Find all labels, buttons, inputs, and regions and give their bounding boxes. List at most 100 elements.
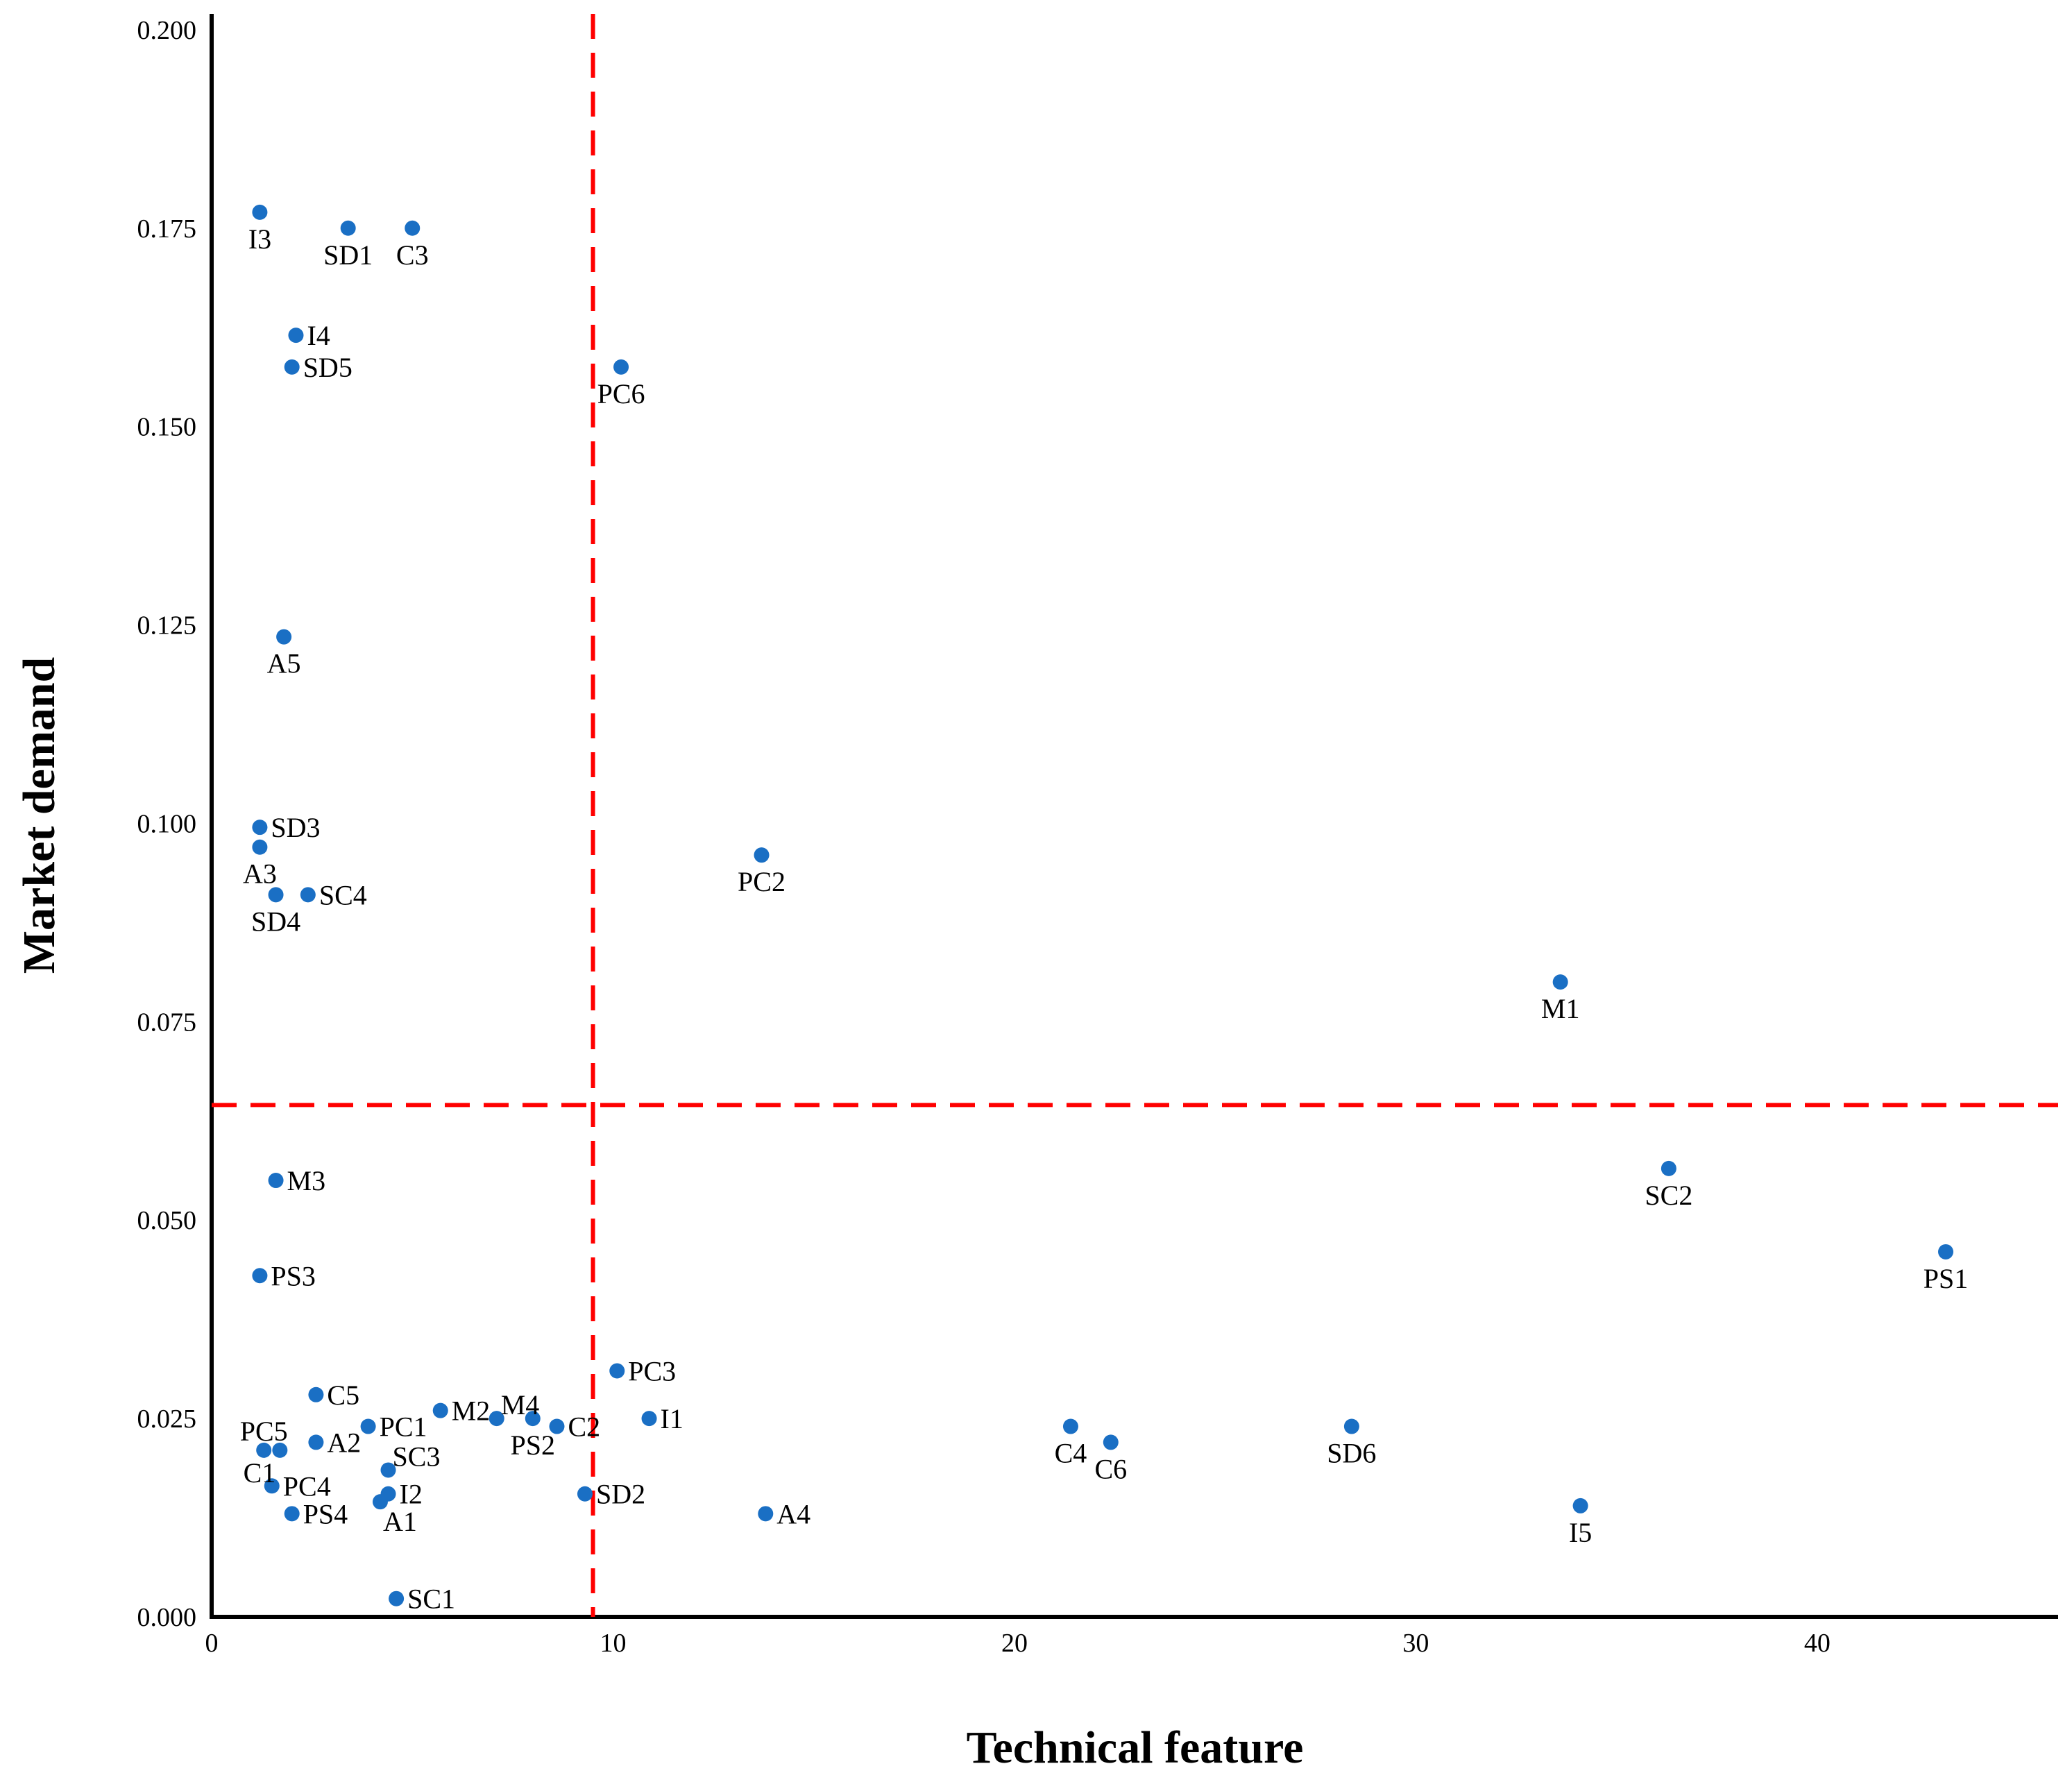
x-tick-label: 30 (1402, 1629, 1429, 1658)
y-tick-label: 0.075 (137, 1008, 197, 1037)
point-sd5 (284, 359, 300, 375)
point-label-sc2: SC2 (1645, 1180, 1692, 1211)
point-sd2 (577, 1486, 593, 1502)
point-a1 (372, 1494, 388, 1510)
point-label-m4: M4 (501, 1389, 540, 1420)
y-tick-label: 0.150 (137, 413, 197, 442)
point-m4 (489, 1411, 504, 1427)
point-label-i1: I1 (661, 1403, 683, 1434)
point-ps2 (525, 1411, 541, 1427)
point-label-i5: I5 (1569, 1517, 1592, 1548)
x-axis-title: Technical feature (967, 1722, 1304, 1773)
point-pc6 (613, 359, 629, 375)
point-label-sd1: SD1 (323, 239, 373, 271)
x-tick-label: 0 (205, 1629, 219, 1658)
x-tick-label: 40 (1804, 1629, 1831, 1658)
point-label-pc6: PC6 (597, 378, 645, 409)
point-label-sd6: SD6 (1327, 1438, 1376, 1469)
point-m1 (1552, 974, 1568, 990)
y-axis-title: Market demand (14, 657, 65, 974)
point-c6 (1103, 1434, 1119, 1450)
point-label-pc1: PC1 (380, 1411, 427, 1443)
point-pc2 (754, 847, 770, 863)
y-tick-label: 0.100 (137, 809, 197, 838)
point-sc2 (1661, 1160, 1676, 1176)
point-pc4 (264, 1478, 280, 1494)
point-label-ps4: PS4 (303, 1498, 348, 1529)
point-i4 (288, 328, 304, 343)
point-label-a1: A1 (383, 1506, 417, 1537)
y-tick-label: 0.025 (137, 1405, 197, 1434)
point-pc5 (256, 1442, 272, 1458)
point-label-c2: C2 (568, 1411, 600, 1443)
point-label-sd3: SD3 (271, 812, 320, 843)
point-c1 (272, 1442, 288, 1458)
point-pc3 (609, 1363, 625, 1379)
point-label-sd4: SD4 (251, 906, 300, 937)
point-a2 (308, 1434, 324, 1450)
point-sd6 (1343, 1418, 1359, 1434)
point-m3 (268, 1173, 284, 1189)
point-c3 (405, 220, 421, 236)
point-label-m1: M1 (1541, 993, 1580, 1024)
point-label-c6: C6 (1094, 1453, 1127, 1484)
point-label-pc5: PC5 (240, 1416, 288, 1447)
point-a3 (252, 839, 268, 855)
point-label-a4: A4 (776, 1498, 810, 1529)
x-tick-label: 20 (1001, 1629, 1028, 1658)
point-label-sd2: SD2 (596, 1479, 645, 1510)
point-label-ps1: PS1 (1924, 1263, 1969, 1294)
point-sc3 (380, 1462, 396, 1478)
y-tick-label: 0.125 (137, 611, 197, 641)
point-sc1 (389, 1590, 405, 1606)
point-label-a3: A3 (243, 858, 277, 890)
point-ps3 (252, 1268, 268, 1284)
point-c5 (308, 1386, 324, 1402)
point-m2 (432, 1402, 448, 1418)
point-label-c1: C1 (244, 1457, 276, 1488)
y-tick-label: 0.000 (137, 1603, 197, 1632)
point-label-sc1: SC1 (407, 1584, 455, 1615)
point-label-i4: I4 (307, 320, 330, 351)
point-label-i3: I3 (248, 223, 271, 255)
point-c4 (1062, 1418, 1078, 1434)
point-label-c3: C3 (396, 239, 429, 271)
point-label-a2: A2 (327, 1427, 361, 1458)
point-label-pc4: PC4 (283, 1470, 331, 1502)
point-label-a5: A5 (267, 648, 301, 679)
point-label-i2: I2 (400, 1479, 423, 1510)
point-label-pc2: PC2 (738, 866, 786, 897)
point-label-sc3: SC3 (393, 1441, 441, 1472)
point-i5 (1572, 1498, 1588, 1513)
point-i1 (641, 1411, 657, 1427)
point-label-sc4: SC4 (319, 879, 367, 910)
point-ps4 (284, 1506, 300, 1522)
point-pc1 (360, 1418, 376, 1434)
point-sd3 (252, 820, 268, 835)
point-sd4 (268, 887, 284, 903)
point-label-c5: C5 (327, 1380, 359, 1411)
point-label-sd5: SD5 (303, 352, 353, 383)
point-c2 (549, 1418, 565, 1434)
point-i3 (252, 204, 268, 220)
point-label-c4: C4 (1055, 1438, 1087, 1469)
point-label-m2: M2 (452, 1396, 491, 1427)
x-tick-label: 10 (600, 1629, 626, 1658)
point-label-m3: M3 (287, 1165, 326, 1196)
axes: 0.000 0.025 0.050 0.075 0.100 0.125 0.150 0.175… (137, 14, 2058, 1658)
y-tick-label: 0.050 (137, 1206, 197, 1235)
point-label-pc3: PC3 (628, 1355, 676, 1386)
y-tick-label: 0.175 (137, 214, 197, 244)
point-ps1 (1938, 1244, 1954, 1259)
point-label-ps3: PS3 (271, 1260, 316, 1291)
data-points (252, 204, 1954, 1606)
point-sc4 (300, 887, 316, 903)
point-sd1 (340, 220, 356, 236)
threshold-lines (212, 14, 2058, 1617)
y-tick-label: 0.200 (137, 16, 197, 45)
point-a4 (758, 1506, 774, 1522)
point-label-ps2: PS2 (511, 1430, 556, 1461)
point-a5 (276, 629, 292, 645)
